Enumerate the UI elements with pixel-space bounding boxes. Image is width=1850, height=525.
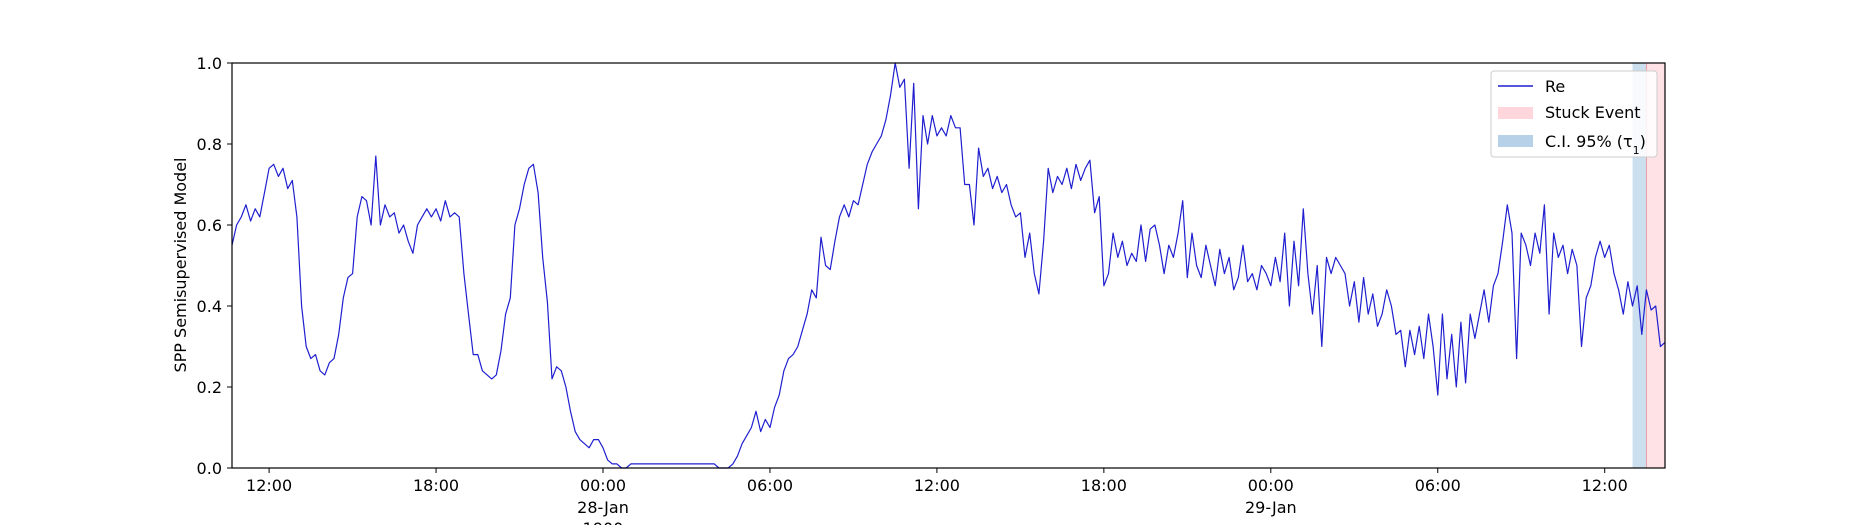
- y-tick-label: 0.4: [197, 297, 222, 316]
- y-tick-label: 1.0: [197, 54, 222, 73]
- series-line-1: [231, 62, 1666, 469]
- ci-band: [1632, 63, 1647, 468]
- legend-stuck-swatch: [1498, 107, 1533, 119]
- x-tick-label: 12:00: [914, 476, 960, 495]
- series-group: [231, 62, 1666, 469]
- x-tick-date-label: 28-Jan: [577, 498, 629, 517]
- x-tick-label: 12:00: [1582, 476, 1628, 495]
- y-axis-label: SPP Semisupervised Model: [171, 158, 190, 373]
- y-tick-label: 0.2: [197, 378, 222, 397]
- y-tick-label: 0.6: [197, 216, 222, 235]
- plot-frame: [231, 62, 1666, 469]
- legend-label-re: Re: [1545, 77, 1565, 96]
- x-tick-date-label: 29-Jan: [1245, 498, 1297, 517]
- x-axis: 12:00 18:00 00:00 28-Jan 1900 06:00 12:00 18:00…: [246, 468, 1628, 525]
- x-tick-label: 00:00: [1248, 476, 1294, 495]
- x-tick-label: 18:00: [1081, 476, 1127, 495]
- x-tick-label: 12:00: [246, 476, 292, 495]
- x-tick-year-label: 1900: [583, 519, 624, 525]
- x-tick-label: 06:00: [1415, 476, 1461, 495]
- shaded-intervals: [1632, 63, 1665, 468]
- y-tick-label: 0.0: [197, 459, 222, 478]
- x-tick-label: 18:00: [413, 476, 459, 495]
- y-tick-label: 0.8: [197, 135, 222, 154]
- y-axis: 0.0 0.2 0.4 0.6 0.8 1.0: [197, 54, 232, 478]
- legend-ci-swatch: [1498, 135, 1533, 147]
- stuck-event-band: [1646, 63, 1665, 468]
- x-tick-label: 00:00: [580, 476, 626, 495]
- legend: Re Stuck Event C.I. 95% (τ1): [1490, 70, 1658, 158]
- legend-label-stuck-event: Stuck Event: [1545, 103, 1641, 122]
- x-tick-label: 06:00: [747, 476, 793, 495]
